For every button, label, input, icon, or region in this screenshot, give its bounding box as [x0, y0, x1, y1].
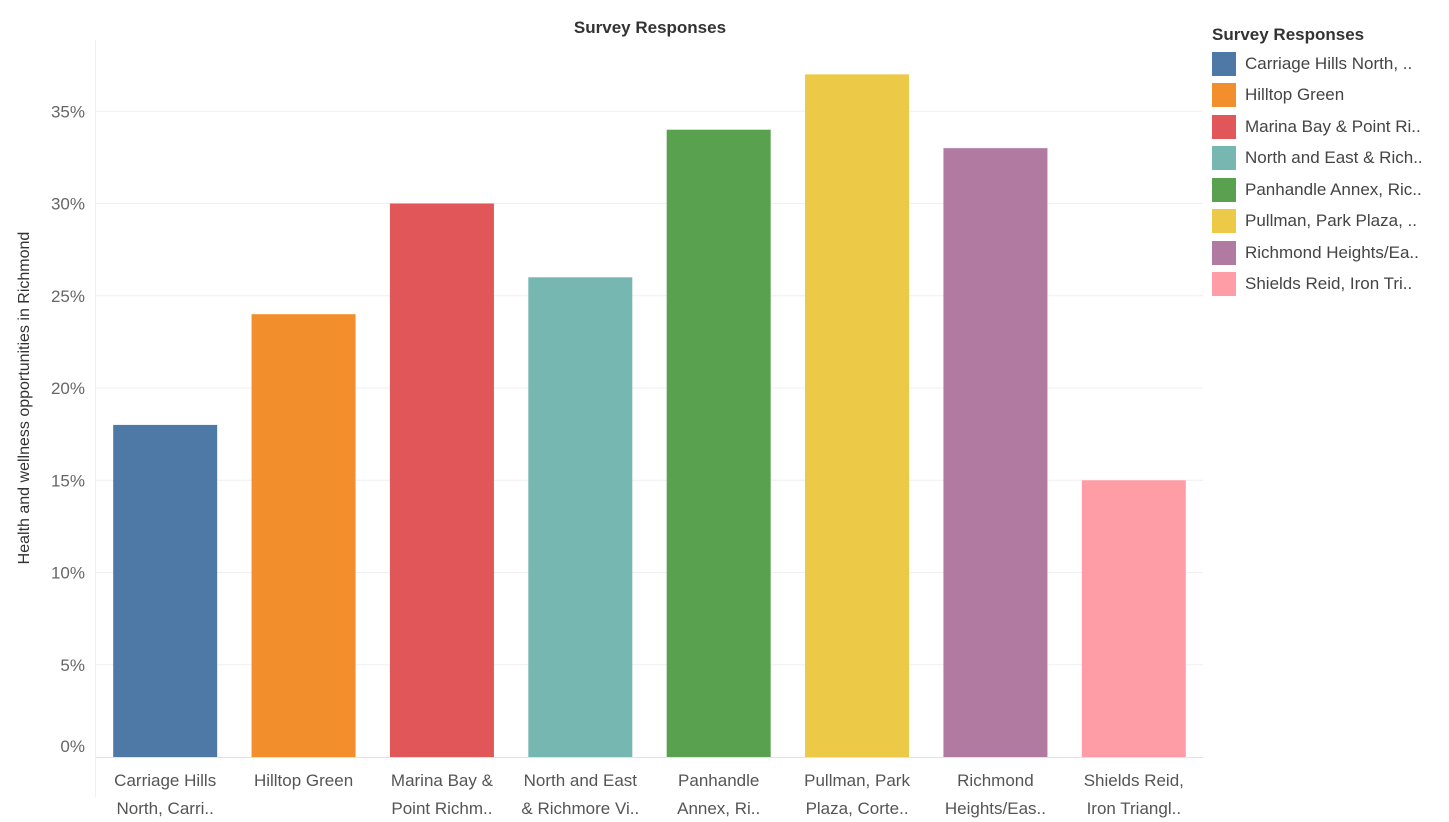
x-tick-label: North and East [524, 771, 638, 790]
legend-label: Richmond Heights/Ea.. [1245, 242, 1419, 262]
x-tick-label: Richmond [957, 771, 1034, 790]
legend-swatch [1212, 209, 1236, 234]
x-tick-label: North, Carri.. [117, 799, 214, 818]
bar [528, 277, 633, 757]
y-axis-ticks: 0% 5% 10% 15% 20% 25% 30% 35% [51, 102, 85, 756]
bar [251, 314, 356, 757]
y-tick-label: 5% [60, 656, 85, 675]
x-tick-label: Marina Bay & [391, 771, 494, 790]
y-tick-label: 20% [51, 379, 85, 398]
legend-swatch [1212, 177, 1236, 202]
x-tick-label: Shields Reid, [1084, 771, 1184, 790]
bar [805, 74, 910, 758]
x-tick-label: & Richmore Vi.. [521, 799, 639, 818]
legend-swatch [1212, 114, 1236, 139]
bar [1081, 480, 1186, 757]
legend-item[interactable]: Richmond Heights/Ea.. [1212, 237, 1449, 269]
bar [666, 129, 771, 757]
legend-label: Panhandle Annex, Ric.. [1245, 179, 1422, 199]
x-tick-label: Pullman, Park [804, 771, 910, 790]
x-tick-label: Panhandle [678, 771, 759, 790]
y-tick-label: 30% [51, 195, 85, 214]
legend-swatch [1212, 83, 1236, 108]
x-tick-label: Point Richm.. [391, 799, 492, 818]
legend-swatch [1212, 146, 1236, 171]
x-tick-label: Heights/Eas.. [945, 799, 1046, 818]
legend-swatch [1212, 272, 1236, 297]
legend-label: Marina Bay & Point Ri.. [1245, 116, 1421, 136]
legend-item[interactable]: Shields Reid, Iron Tri.. [1212, 269, 1449, 301]
y-axis-label: Health and wellness opportunities in Ric… [16, 232, 33, 565]
legend-label: Shields Reid, Iron Tri.. [1245, 274, 1413, 294]
x-axis-ticks: Carriage Hills North, Carri.. Hilltop Gree… [114, 771, 1184, 818]
x-tick-label: Annex, Ri.. [677, 799, 760, 818]
legend-item[interactable]: Hilltop Green [1212, 80, 1449, 112]
y-tick-label: 35% [51, 102, 85, 121]
y-tick-label: 15% [51, 471, 85, 490]
legend-label: Pullman, Park Plaza, .. [1245, 211, 1417, 231]
bars [113, 74, 1186, 758]
legend-label: Hilltop Green [1245, 85, 1345, 105]
legend-swatch [1212, 51, 1236, 76]
legend-item[interactable]: Carriage Hills North, .. [1212, 48, 1449, 80]
x-tick-label: Plaza, Corte.. [806, 799, 909, 818]
legend: Survey Responses Carriage Hills North, .… [1212, 22, 1449, 300]
x-tick-label: Hilltop Green [254, 771, 353, 790]
legend-swatch [1212, 240, 1236, 265]
x-tick-label: Iron Triangl.. [1087, 799, 1182, 818]
legend-item[interactable]: Panhandle Annex, Ric.. [1212, 174, 1449, 206]
bar [389, 203, 494, 757]
legend-item[interactable]: Pullman, Park Plaza, .. [1212, 206, 1449, 238]
legend-label: Carriage Hills North, .. [1245, 53, 1413, 73]
legend-item[interactable]: North and East & Rich.. [1212, 143, 1449, 175]
x-tick-label: Carriage Hills [114, 771, 216, 790]
bar [943, 148, 1048, 757]
y-tick-label: 0% [60, 737, 85, 756]
legend-label: North and East & Rich.. [1245, 148, 1423, 168]
legend-title: Survey Responses [1212, 25, 1365, 44]
y-tick-label: 25% [51, 287, 85, 306]
legend-item[interactable]: Marina Bay & Point Ri.. [1212, 111, 1449, 143]
chart-title: Survey Responses [574, 18, 726, 37]
legend-items: Carriage Hills North, .. Hilltop Green Mar… [1212, 48, 1449, 300]
bar [113, 424, 218, 757]
y-tick-label: 10% [51, 564, 85, 583]
